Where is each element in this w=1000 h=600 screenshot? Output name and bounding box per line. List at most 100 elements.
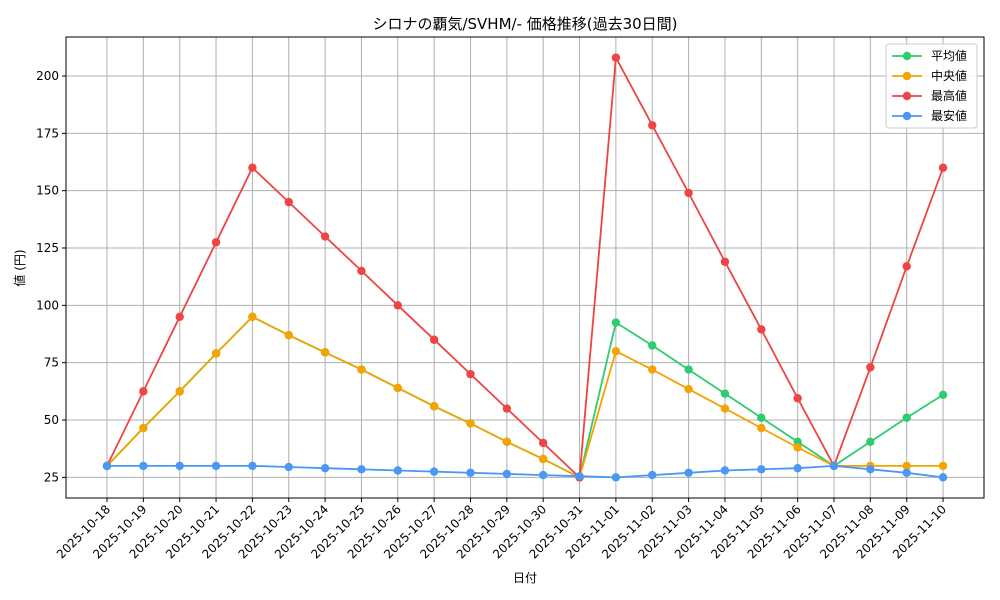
y-tick-label: 200	[36, 69, 59, 83]
data-point	[684, 384, 693, 394]
data-point	[720, 257, 730, 266]
data-point	[357, 266, 366, 276]
legend-marker	[902, 51, 912, 61]
data-point	[393, 466, 402, 475]
series-line	[106, 315, 944, 479]
data-point	[175, 461, 184, 471]
data-point	[720, 404, 730, 413]
data-point	[648, 365, 657, 374]
data-point	[720, 389, 730, 398]
series-line	[107, 464, 944, 479]
data-point	[611, 318, 621, 327]
data-point	[829, 461, 839, 471]
data-point	[393, 301, 402, 310]
y-tick-label: 25	[44, 470, 59, 484]
data-point	[320, 348, 330, 357]
data-point	[757, 465, 766, 474]
data-point	[648, 470, 657, 480]
data-point	[938, 461, 948, 471]
data-point	[429, 335, 439, 344]
data-point	[139, 387, 148, 396]
grid	[66, 37, 984, 498]
data-point	[466, 369, 475, 379]
data-point	[611, 347, 621, 356]
data-point	[539, 470, 548, 480]
y-tick-label: 125	[36, 241, 59, 255]
data-point	[648, 121, 657, 130]
data-point	[429, 467, 439, 476]
series-0	[102, 312, 948, 482]
y-axis-ticks: 25 50 75 100 125 150 175 200	[36, 69, 66, 484]
data-point	[175, 387, 184, 396]
x-axis-label: 日付	[513, 571, 537, 585]
data-point	[284, 197, 293, 207]
data-point	[466, 468, 475, 477]
legend-marker	[902, 71, 912, 81]
data-point	[757, 413, 766, 422]
legend-marker	[902, 111, 912, 121]
legend-label: 中央値	[931, 68, 967, 83]
data-point	[684, 468, 693, 477]
data-point	[393, 383, 402, 393]
data-point	[902, 262, 911, 271]
data-point	[429, 402, 439, 411]
data-point	[757, 325, 766, 334]
chart-title: シロナの覇気/SVHM/- 価格推移(過去30日間)	[372, 15, 677, 33]
data-point	[211, 349, 221, 358]
data-point	[139, 423, 148, 433]
data-point	[248, 163, 257, 172]
data-point	[466, 419, 475, 428]
data-point	[684, 188, 693, 198]
x-axis-ticks: 2025-10-182025-10-192025-10-202025-10-21…	[54, 498, 949, 561]
data-point	[357, 365, 366, 374]
data-point	[139, 461, 148, 471]
data-point	[938, 473, 948, 482]
data-point	[539, 454, 548, 464]
series-3	[102, 461, 948, 482]
legend-label: 最安値	[931, 108, 967, 123]
data-point	[284, 462, 293, 472]
data-point	[248, 461, 257, 471]
data-point	[648, 341, 657, 350]
data-point	[320, 463, 330, 473]
data-point	[684, 365, 693, 374]
data-point	[757, 423, 766, 433]
data-point	[720, 466, 730, 475]
data-point	[938, 163, 948, 172]
data-point	[102, 461, 112, 471]
data-point	[793, 394, 802, 403]
y-tick-label: 50	[44, 413, 59, 427]
y-tick-label: 75	[44, 356, 59, 370]
legend-marker	[902, 91, 912, 101]
series-line	[106, 54, 944, 480]
data-point	[175, 312, 184, 322]
data-point	[938, 390, 948, 399]
data-point	[248, 312, 257, 322]
plot-frame	[65, 36, 985, 499]
data-point	[611, 473, 621, 482]
data-point	[357, 465, 366, 474]
series-line	[106, 315, 944, 479]
data-point	[902, 461, 911, 471]
data-point	[866, 465, 875, 474]
data-point	[793, 443, 802, 452]
data-point	[211, 238, 221, 247]
data-point	[902, 413, 911, 422]
data-point	[575, 472, 584, 481]
legend-label: 最高値	[931, 88, 967, 103]
data-point	[866, 363, 875, 372]
data-point	[902, 468, 911, 477]
data-point	[611, 53, 621, 62]
data-point	[793, 463, 802, 473]
y-tick-label: 175	[36, 126, 59, 140]
data-point	[539, 438, 548, 448]
data-point	[211, 461, 221, 471]
data-point	[284, 330, 293, 340]
legend-box	[885, 43, 978, 129]
series-2	[102, 53, 948, 482]
series-lines	[102, 53, 948, 482]
data-point	[320, 232, 330, 241]
